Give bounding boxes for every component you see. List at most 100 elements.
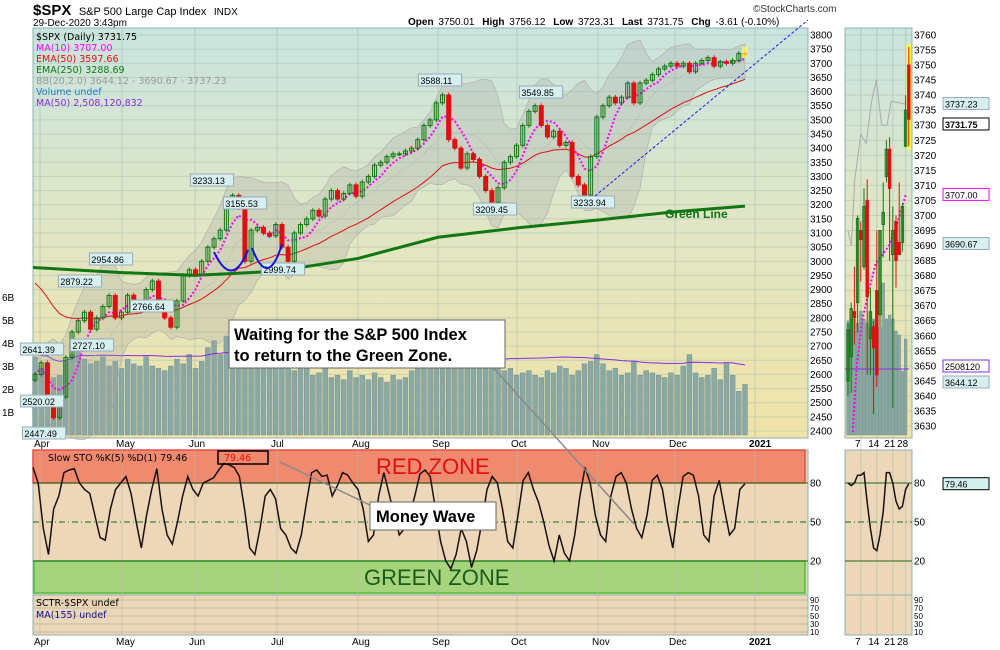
- y-tick-label: 3000: [810, 257, 833, 268]
- candle-body: [322, 198, 328, 217]
- sto-tick-label: 50: [810, 518, 822, 529]
- candle-body: [668, 62, 674, 67]
- volume-bar: [266, 358, 273, 436]
- volume-bar: [87, 363, 94, 436]
- volume-bar: [279, 361, 285, 436]
- y-tick-label: 3500: [810, 115, 833, 126]
- volume-bar: [736, 391, 742, 436]
- candle-body: [63, 356, 69, 398]
- detail-sto-tick-label: 20: [914, 557, 926, 568]
- candle-body: [569, 141, 575, 177]
- cup-arc-left: [213, 249, 249, 272]
- volume-bar: [118, 368, 125, 436]
- last-candle-highlight: [742, 46, 748, 58]
- detail-y-tick-label: 3630: [914, 422, 937, 433]
- volume-bar: [347, 370, 353, 436]
- chg-value: -3.61 (-0.10%): [715, 17, 779, 28]
- sto-tick-label: 80: [810, 479, 822, 490]
- volume-bar: [643, 370, 649, 436]
- candle-body: [205, 246, 211, 262]
- right-callouts: 3737.23 3731.75 3707.00 3690.67 2508120 3644.…: [942, 96, 990, 491]
- volume-bar: [112, 361, 118, 436]
- volume-bar: [674, 375, 680, 436]
- volume-bar: [316, 372, 322, 436]
- detail-candle-body: [859, 230, 863, 241]
- detail-volume-bar: [878, 326, 882, 436]
- detail-y-tick-label: 3700: [914, 211, 937, 222]
- detail-y-tick-label: 3705: [914, 196, 937, 207]
- sto-line: [32, 462, 746, 571]
- volume-bar: [365, 379, 372, 436]
- legend-ema250: EMA(250) 3288.69: [36, 65, 125, 76]
- y-tick-label: 3800: [810, 31, 833, 42]
- candle-body: [575, 175, 581, 186]
- callout-last: 3731.75: [945, 120, 978, 130]
- volume-bar: [544, 370, 551, 436]
- volume-bar: [217, 354, 223, 436]
- callout-box-sto: [942, 477, 990, 491]
- price-label-box: [19, 394, 65, 408]
- sto-value: 79.46: [224, 453, 251, 464]
- volume-bar: [124, 358, 131, 436]
- price-pane: [32, 27, 809, 439]
- detail-sto-line: [847, 471, 910, 552]
- volume-bar: [396, 379, 402, 436]
- detail-y-tick-label: 3635: [914, 406, 937, 417]
- detail-candle-body: [900, 205, 905, 244]
- volume-bar: [668, 372, 674, 436]
- candle-body: [538, 105, 544, 127]
- candle-body: [378, 161, 384, 166]
- candle-body: [359, 181, 365, 197]
- volume-bar: [600, 363, 606, 436]
- candle-body: [649, 74, 655, 81]
- candle-body: [489, 190, 495, 203]
- price-label: 2641.39: [22, 345, 55, 355]
- detail-sctr-tick-label: 90: [914, 596, 923, 605]
- detail-candle-body: [868, 311, 873, 340]
- trend-line: [594, 19, 809, 197]
- detail-x-tick-label: 28: [897, 439, 909, 450]
- price-label-box: [19, 342, 65, 356]
- callout-vol_ma: 2508120: [945, 362, 980, 372]
- price-label: 2520.02: [22, 397, 55, 407]
- volume-bar: [205, 347, 211, 436]
- candle-body: [557, 130, 563, 146]
- detail-y-tick-label: 3760: [914, 31, 937, 42]
- candle-body: [433, 102, 439, 121]
- price-label: 2954.86: [91, 255, 124, 265]
- volume-bar: [612, 368, 619, 436]
- candle-body: [44, 362, 50, 398]
- price-label-box: [518, 85, 564, 99]
- candle-body: [612, 96, 618, 104]
- x-tick-label-bottom: Sep: [432, 637, 450, 648]
- volume-bar: [334, 375, 341, 436]
- sto-value-box: [217, 450, 269, 465]
- volume-bar: [149, 365, 155, 436]
- volume-bar: [341, 379, 347, 436]
- volume-bar: [452, 356, 458, 436]
- detail-candle-body: [846, 329, 850, 382]
- detail-y-tick-label: 3675: [914, 286, 937, 297]
- candle-body: [643, 79, 649, 84]
- volume-bar: [100, 356, 106, 436]
- volume-bar: [310, 375, 316, 436]
- detail-y-tick-label: 3665: [914, 316, 937, 327]
- x-tick-label-bottom: May: [116, 637, 135, 648]
- detail-y-tick-label: 3720: [914, 151, 937, 162]
- detail-y-tick-label: 3750: [914, 61, 937, 72]
- y-tick-label: 3400: [810, 144, 833, 155]
- volume-bar: [143, 356, 149, 436]
- detail-bb-upper: [847, 80, 907, 246]
- y-tick-label: 3600: [810, 87, 833, 98]
- y-tick-label: 2900: [810, 285, 833, 296]
- symbol: $SPX: [33, 2, 71, 19]
- candle-body: [656, 68, 662, 76]
- price-label-box: [222, 196, 268, 210]
- detail-y-tick-label: 3715: [914, 166, 937, 177]
- volume-bar: [328, 377, 335, 436]
- candle-body: [464, 153, 470, 169]
- sctr-tick-label: 50: [810, 612, 819, 621]
- callout-box-vol_ma: [942, 359, 990, 373]
- datetime: 29-Dec-2020 3:43pm: [33, 18, 127, 29]
- candle-body: [452, 139, 458, 149]
